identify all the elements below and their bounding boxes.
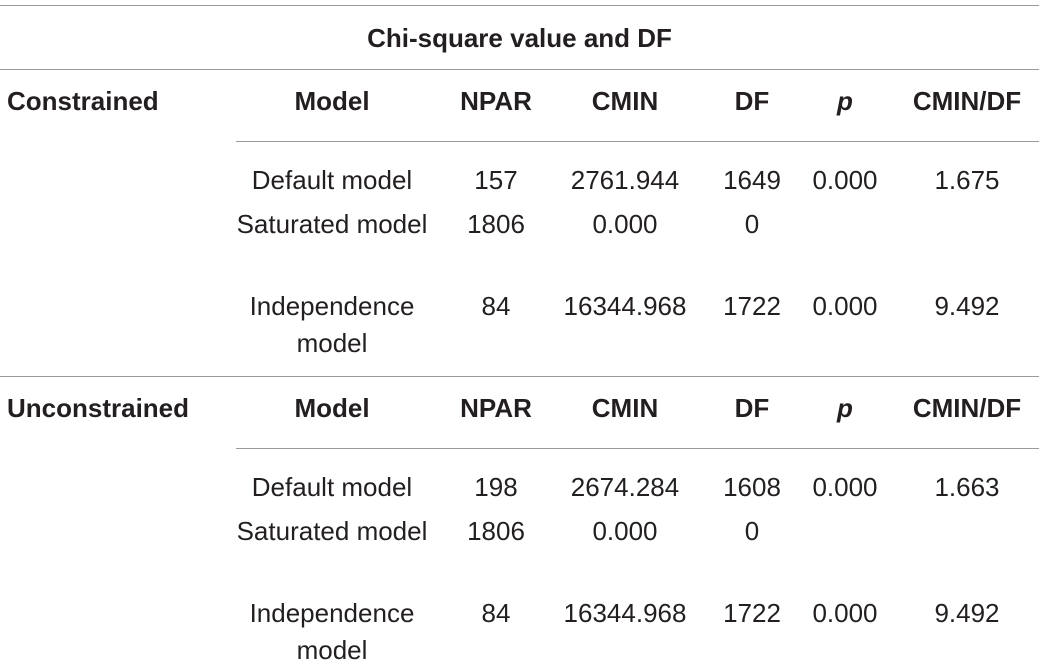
cell-df: 1722	[723, 598, 781, 628]
cell-df: 0	[744, 516, 760, 546]
cell-model: Default model	[251, 165, 413, 195]
cell-df: 0	[744, 209, 760, 239]
section-label: Unconstrained	[7, 393, 190, 423]
cell-model: Independence model	[249, 598, 415, 665]
column-header-df: DF	[734, 86, 770, 116]
column-header-p: p	[837, 393, 853, 423]
column-header-cmin-df: CMIN/DF	[912, 393, 1022, 423]
cell-cmin-df: 1.663	[934, 472, 1000, 502]
title-rule	[0, 69, 1039, 70]
cell-model: Default model	[251, 472, 413, 502]
cell-cmin-df: 9.492	[934, 598, 1000, 628]
cell-cmin: 16344.968	[563, 291, 687, 321]
cell-npar: 84	[481, 291, 511, 321]
header-rule-constrained	[236, 141, 1039, 142]
cell-df: 1608	[723, 472, 781, 502]
cell-npar: 1806	[467, 516, 525, 546]
header-rule-unconstrained	[236, 448, 1039, 449]
column-header-cmin: CMIN	[591, 86, 659, 116]
cell-p: 0.000	[812, 291, 878, 321]
cell-p: 0.000	[812, 165, 878, 195]
column-header-model: Model	[294, 393, 370, 423]
cell-npar: 1806	[467, 209, 525, 239]
cell-npar: 84	[481, 598, 511, 628]
cell-model: Independence model	[249, 291, 415, 358]
cell-cmin: 16344.968	[563, 598, 687, 628]
cell-df: 1649	[723, 165, 781, 195]
top-rule	[0, 5, 1039, 6]
column-header-df: DF	[734, 393, 770, 423]
cell-model: Saturated model	[236, 209, 428, 239]
cell-cmin: 0.000	[592, 516, 658, 546]
section-rule	[0, 376, 1039, 377]
cell-p: 0.000	[812, 472, 878, 502]
column-header-cmin-df: CMIN/DF	[912, 86, 1022, 116]
column-header-model: Model	[294, 86, 370, 116]
section-label: Constrained	[7, 86, 159, 116]
column-header-p: p	[837, 86, 853, 116]
cell-model: Saturated model	[236, 516, 428, 546]
column-header-npar: NPAR	[460, 86, 532, 116]
table-title: Chi-square value and DF	[367, 23, 672, 53]
cell-npar: 198	[474, 472, 518, 502]
cell-cmin-df: 1.675	[934, 165, 1000, 195]
cell-cmin: 2674.284	[570, 472, 680, 502]
cell-cmin: 2761.944	[570, 165, 680, 195]
cell-cmin: 0.000	[592, 209, 658, 239]
cell-cmin-df: 9.492	[934, 291, 1000, 321]
cell-p: 0.000	[812, 598, 878, 628]
cell-df: 1722	[723, 291, 781, 321]
column-header-cmin: CMIN	[591, 393, 659, 423]
cell-npar: 157	[474, 165, 518, 195]
column-header-npar: NPAR	[460, 393, 532, 423]
